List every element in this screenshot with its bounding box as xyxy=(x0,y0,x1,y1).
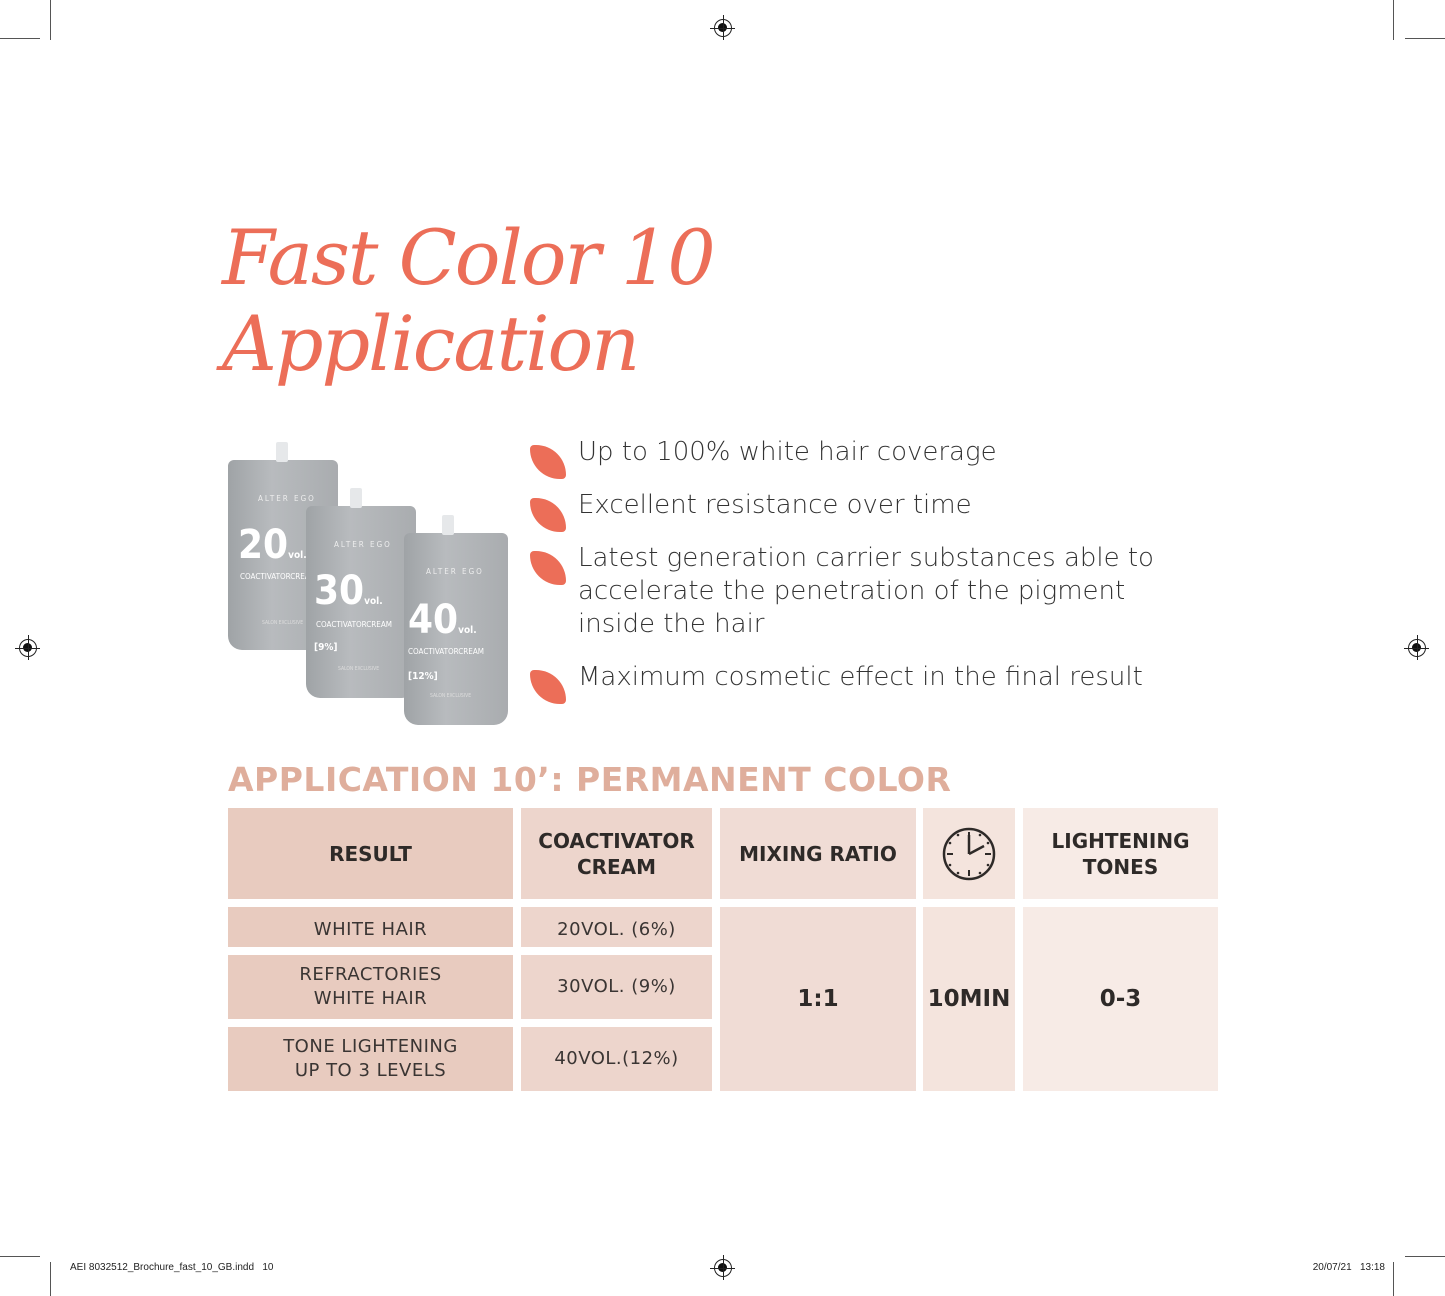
product-brand: ALTER EGO xyxy=(426,567,484,576)
leaf-bullet-icon xyxy=(530,498,566,532)
feature-item: Excellent resistance over time xyxy=(530,489,1170,532)
table-heading: APPLICATION 10’: PERMANENT COLOR xyxy=(228,760,952,799)
product-volume: 30vol. [9%] xyxy=(314,568,383,653)
leaf-bullet-icon xyxy=(530,551,566,585)
header-coactivator: COACTIVATOR CREAM xyxy=(521,808,712,899)
product-tag: SALON EXCLUSIVE xyxy=(338,666,380,672)
crop-mark xyxy=(1393,1262,1394,1296)
product-tag: SALON EXCLUSIVE xyxy=(430,693,472,699)
header-time xyxy=(923,808,1015,899)
row-1-coactivator: 20VOL. (6%) xyxy=(521,907,712,947)
footer-date: 20/07/21 13:18 xyxy=(1312,1262,1385,1273)
header-mixing-ratio: MIXING RATIO xyxy=(720,808,916,899)
lightening-tones-value: 0-3 xyxy=(1023,907,1218,1091)
title-line-2: Application xyxy=(222,299,640,388)
row-2-coactivator: 30VOL. (9%) xyxy=(521,955,712,1019)
product-pouch-40: ALTER EGO 40vol. [12%] COACTIVATORCREAM … xyxy=(404,515,508,725)
product-image: ALTER EGO 20vol. COACTIVATORCREAM SALON … xyxy=(226,436,510,726)
crop-mark xyxy=(50,1262,51,1296)
page-title: Fast Color 10 Application xyxy=(222,213,716,388)
header-result: RESULT xyxy=(228,808,513,899)
row-1-result: WHITE HAIR xyxy=(228,907,513,947)
mixing-ratio-value: 1:1 xyxy=(720,907,916,1091)
feature-item: Latest generation carrier substances abl… xyxy=(530,542,1170,641)
row-3-coactivator: 40VOL.(12%) xyxy=(521,1027,712,1091)
product-brand: ALTER EGO xyxy=(258,494,316,503)
crop-mark xyxy=(0,38,40,39)
registration-mark-icon xyxy=(1404,635,1429,660)
title-line-1: Fast Color 10 xyxy=(222,213,716,302)
product-brand: ALTER EGO xyxy=(334,540,392,549)
crop-mark xyxy=(1405,38,1445,39)
product-name: COACTIVATORCREAM xyxy=(316,620,392,629)
product-name: COACTIVATORCREAM xyxy=(408,647,484,656)
crop-mark xyxy=(1405,1256,1445,1257)
product-volume: 20vol. xyxy=(238,522,307,568)
clock-icon xyxy=(942,827,996,880)
registration-mark-icon xyxy=(710,15,735,40)
feature-list: Up to 100% white hair coverage Excellent… xyxy=(530,436,1170,714)
header-lightening-tones: LIGHTENING TONES xyxy=(1023,808,1218,899)
crop-mark xyxy=(0,1256,40,1257)
row-3-result: TONE LIGHTENING UP TO 3 LEVELS xyxy=(228,1027,513,1091)
leaf-bullet-icon xyxy=(530,670,566,704)
footer-file-info: AEI 8032512_Brochure_fast_10_GB.indd 10 xyxy=(70,1262,274,1273)
product-volume: 40vol. [12%] xyxy=(408,597,477,682)
leaf-bullet-icon xyxy=(530,445,566,479)
crop-mark xyxy=(50,0,51,40)
time-value: 10MIN xyxy=(923,907,1015,1091)
feature-item: Maximum cosmetic effect in the final res… xyxy=(530,661,1170,704)
registration-mark-icon xyxy=(15,635,40,660)
registration-mark-icon xyxy=(710,1255,735,1280)
product-pouch-30: ALTER EGO 30vol. [9%] COACTIVATORCREAM S… xyxy=(306,488,416,698)
row-2-result: REFRACTORIES WHITE HAIR xyxy=(228,955,513,1019)
product-tag: SALON EXCLUSIVE xyxy=(262,620,304,626)
feature-item: Up to 100% white hair coverage xyxy=(530,436,1170,479)
product-name: COACTIVATORCREAM xyxy=(240,572,316,581)
crop-mark xyxy=(1393,0,1394,40)
